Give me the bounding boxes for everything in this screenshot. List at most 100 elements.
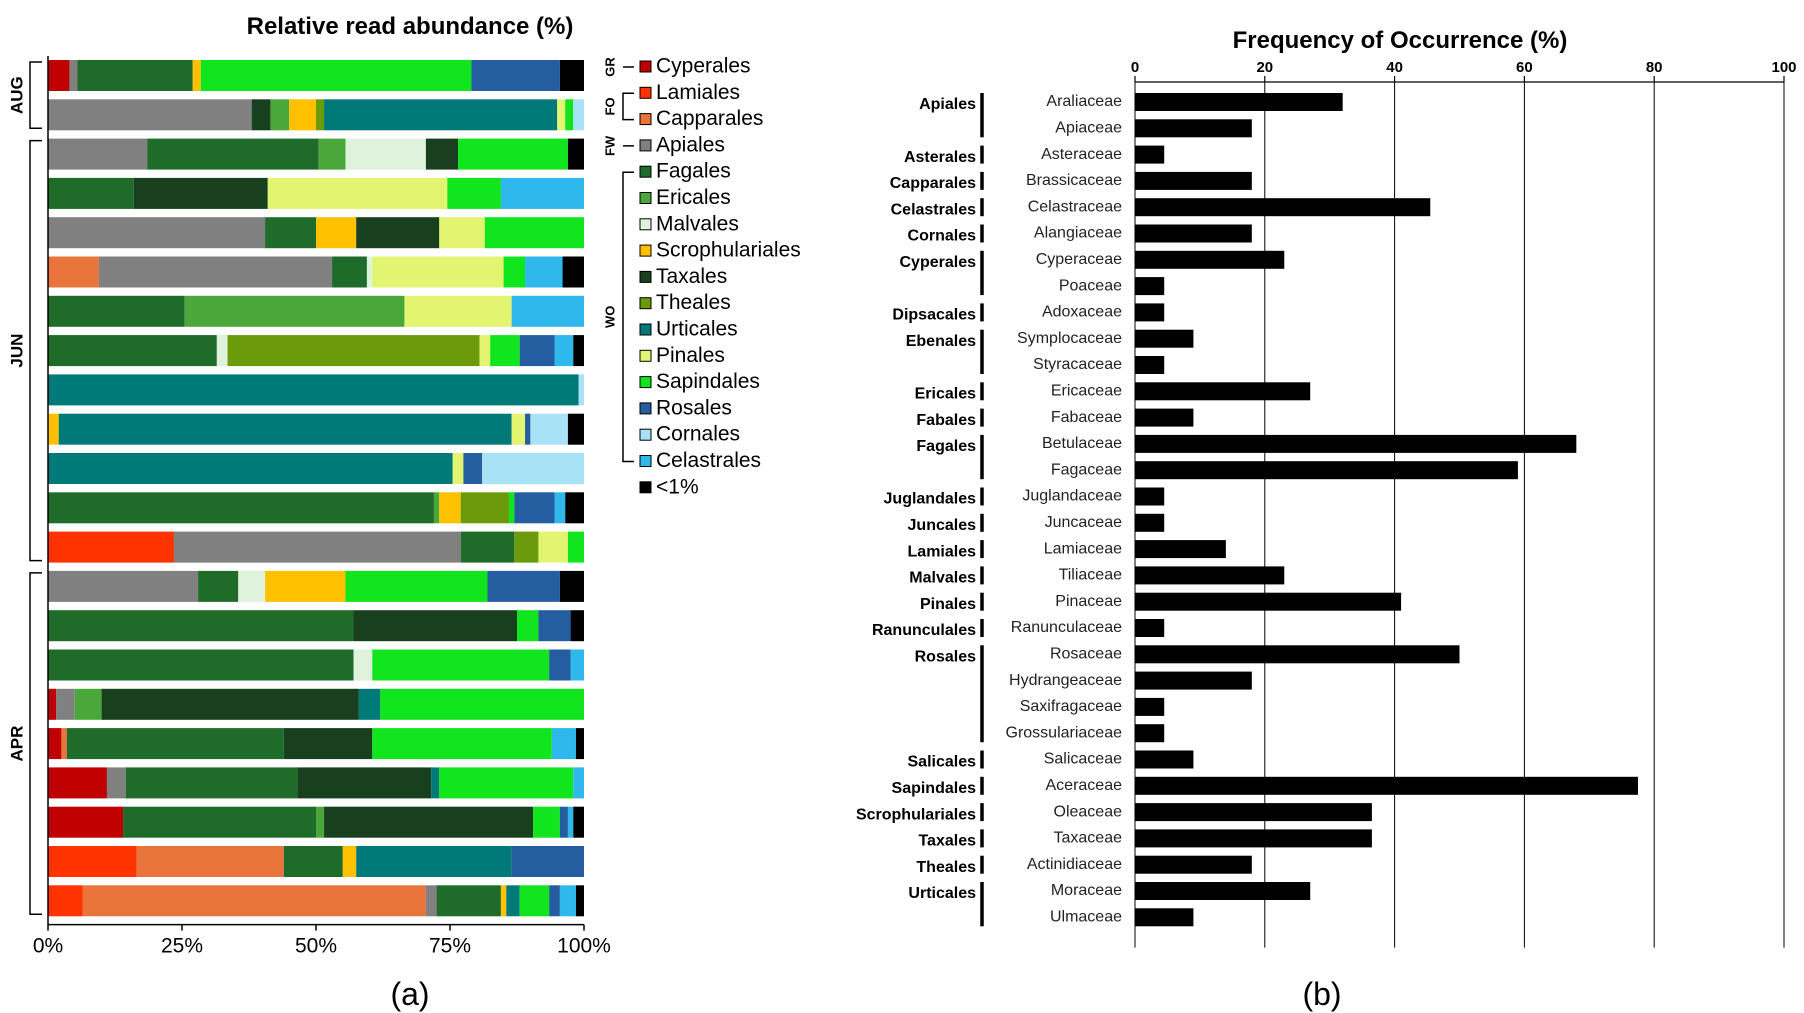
panel-b-bars — [1135, 93, 1638, 927]
segment-celastrales — [570, 649, 584, 681]
segment-ericales — [318, 138, 346, 170]
bar-rosaceae — [1135, 645, 1460, 664]
legend-swatch-urticales — [639, 323, 652, 336]
panel-a-x-ticks: 0% 25% 50% 75% 100% — [33, 924, 611, 958]
order-label-cornales: Cornales — [908, 228, 977, 245]
panel-b-label: (b) — [1302, 976, 1341, 1012]
bar-celastraceae — [1135, 198, 1431, 217]
segment-apiales — [56, 688, 75, 720]
legend-swatch-cornales — [639, 428, 652, 441]
order-label-ebenales: Ebenales — [906, 333, 976, 350]
segment-theales — [227, 335, 480, 367]
segment-fagales — [123, 806, 316, 838]
segment-lamiales — [48, 885, 83, 917]
segment-theales — [460, 492, 509, 524]
family-label-betulaceae: Betulaceae — [1042, 435, 1122, 452]
segment-pinales — [479, 335, 491, 367]
segment-celastrales — [500, 177, 584, 209]
segment-sapindales — [503, 256, 526, 288]
bar-poaceae — [1135, 277, 1165, 296]
legend-label-rosales: Rosales — [656, 396, 732, 419]
family-label-adoxaceae: Adoxaceae — [1042, 304, 1122, 321]
segment-sapindales — [380, 688, 584, 720]
segment-theales — [514, 531, 539, 563]
order-label-apiales: Apiales — [919, 96, 976, 113]
segment-sapindales — [533, 806, 560, 838]
segment-malvales — [353, 649, 373, 681]
segment-celastrales — [525, 256, 563, 288]
bar-aceraceae — [1135, 776, 1638, 795]
segment-sapindales — [372, 728, 552, 760]
bar-row-3 — [48, 138, 584, 170]
segment-urticales — [58, 413, 512, 445]
segment-capparales — [48, 256, 99, 288]
segment-apiales — [69, 60, 78, 91]
panel-b-bar-chart: Frequency of Occurrence (%) 0 20 40 60 80 100… — [856, 27, 1797, 1012]
segment-celastrales — [511, 295, 584, 327]
segment-malvales — [238, 570, 266, 602]
segment-ericales — [433, 492, 440, 524]
segment-rosales — [549, 885, 560, 917]
bar-tiliaceae — [1135, 566, 1285, 585]
bar-fagaceae — [1135, 461, 1518, 480]
segment-apiales — [173, 531, 461, 563]
x-tick-label: 20 — [1256, 59, 1273, 76]
family-label-aceraceae: Aceraceae — [1046, 777, 1123, 794]
segment-1 — [565, 492, 584, 524]
legend-swatch-1 — [639, 481, 652, 494]
legend-label-malvales: Malvales — [656, 212, 739, 235]
segment-cyperales — [48, 806, 124, 838]
bar-pinaceae — [1135, 592, 1402, 611]
segment-pinales — [511, 413, 526, 445]
segment-theales — [316, 99, 325, 131]
legend-swatch-taxales — [639, 270, 652, 283]
segment-fagales — [283, 846, 343, 877]
family-label-celastraceae: Celastraceae — [1028, 198, 1122, 215]
family-label-taxaceae: Taxaceae — [1054, 830, 1123, 847]
family-label-ulmaceae: Ulmaceae — [1050, 909, 1122, 926]
legend-label-cyperales: Cyperales — [656, 55, 751, 78]
bar-brassicaceae — [1135, 171, 1252, 190]
panel-a-stacked-bar-chart: Relative read abundance (%) 0% 25% 50% 75% 1… — [7, 13, 800, 1012]
segment-fagales — [125, 767, 298, 799]
segment-urticales — [48, 374, 579, 406]
family-label-moraceae: Moraceae — [1051, 882, 1122, 899]
segment-ericales — [316, 806, 325, 838]
family-label-ericaceae: Ericaceae — [1051, 383, 1122, 400]
order-label-salicales: Salicales — [908, 754, 977, 771]
bar-actinidiaceae — [1135, 855, 1252, 874]
segment-capparales — [82, 885, 426, 917]
bar-row-5 — [48, 217, 584, 249]
segment-fagales — [265, 217, 316, 249]
bar-saxifragaceae — [1135, 697, 1165, 716]
bar-row-19 — [48, 767, 584, 799]
bar-row-16 — [48, 649, 584, 681]
segment-taxales — [353, 610, 517, 642]
segment-taxales — [251, 99, 271, 131]
panel-a-label: (a) — [390, 976, 429, 1012]
segment-rosales — [471, 60, 560, 91]
family-label-cyperaceae: Cyperaceae — [1036, 251, 1122, 268]
segment-celastrales — [551, 728, 576, 760]
order-label-theales: Theales — [916, 859, 976, 876]
legend-label-urticales: Urticales — [656, 318, 738, 341]
segment-taxales — [283, 728, 373, 760]
segment-urticales — [324, 99, 558, 131]
segment-celastrales — [554, 492, 566, 524]
segment-pinales — [452, 453, 464, 484]
segment-taxales — [356, 217, 440, 249]
bar-styracaceae — [1135, 356, 1165, 374]
legend-label-1: <1% — [656, 475, 699, 498]
bar-apiaceae — [1135, 119, 1252, 138]
bar-row-2 — [48, 99, 584, 131]
segment-capparales — [136, 846, 284, 877]
month-label-jun: JUN — [7, 334, 26, 368]
family-label-symplocaceae: Symplocaceae — [1017, 330, 1122, 347]
order-label-ranunculales: Ranunculales — [872, 622, 976, 639]
order-label-ericales: Ericales — [915, 386, 976, 403]
segment-rosales — [549, 649, 571, 681]
segment-malvales — [366, 256, 373, 288]
segment-1 — [575, 728, 584, 760]
bar-ericaceae — [1135, 382, 1311, 401]
legend-label-celastrales: Celastrales — [656, 449, 761, 472]
